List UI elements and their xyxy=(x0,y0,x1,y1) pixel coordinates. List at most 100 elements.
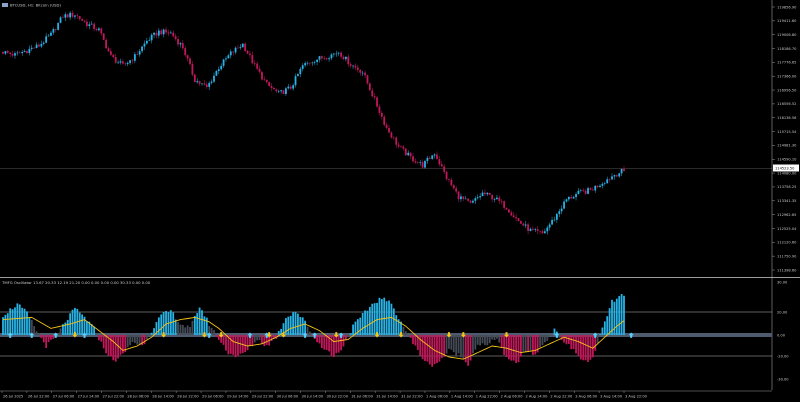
oscillator-bar xyxy=(62,324,64,335)
candle-body xyxy=(335,53,338,55)
candle-body xyxy=(328,58,330,60)
candle-body xyxy=(491,194,494,200)
oscillator-bar xyxy=(500,335,503,348)
candle-body xyxy=(467,198,470,201)
candle-body xyxy=(579,190,582,192)
price-panel[interactable]: BTCUSD, H1: Bitcoin (USD) xyxy=(0,3,772,235)
buy-arrow-icon xyxy=(206,332,212,338)
oscillator-bar xyxy=(426,335,429,362)
candle-body xyxy=(500,200,503,202)
buy-arrow-icon xyxy=(312,332,318,338)
candle-body xyxy=(347,56,350,65)
candle-body xyxy=(155,32,158,36)
candle-body xyxy=(611,176,613,180)
oscillator-bar xyxy=(474,335,477,350)
candle-body xyxy=(222,59,225,66)
candle-body xyxy=(215,70,218,76)
oscillator-bar xyxy=(563,335,565,343)
candle-body xyxy=(88,24,91,27)
oscillator-bar xyxy=(33,326,36,335)
candle-body xyxy=(138,51,141,55)
oscillator-bar xyxy=(469,335,472,361)
candle-body xyxy=(570,196,573,199)
sell-arrow-icon xyxy=(398,332,404,338)
oscillator-bar xyxy=(26,311,28,335)
oscillator-bar xyxy=(251,335,254,347)
oscillator-bar xyxy=(253,335,256,343)
candle-body xyxy=(124,63,127,65)
candle-body xyxy=(361,72,364,74)
oscillator-bar xyxy=(498,335,501,343)
oscillator-bar xyxy=(213,330,215,335)
oscillator-bar xyxy=(587,335,589,363)
candle-body xyxy=(160,30,163,35)
candle-body xyxy=(484,192,486,195)
candle-body xyxy=(198,81,201,84)
oscillator-bar xyxy=(174,319,177,335)
price-tick-label: 111750.90 xyxy=(777,254,797,258)
candle-body xyxy=(359,69,362,73)
oscillator-bar xyxy=(404,331,407,335)
candle-body xyxy=(184,48,187,56)
candle-body xyxy=(448,179,450,180)
candle-body xyxy=(392,137,395,139)
oscillator-bar xyxy=(457,335,460,354)
oscillator-bar xyxy=(452,335,455,353)
candle-body xyxy=(167,32,170,34)
oscillator-bar xyxy=(531,335,534,356)
candle-body xyxy=(409,152,412,157)
candle-body xyxy=(299,68,302,75)
candle-body xyxy=(551,219,553,225)
price-tick-label: 113758.25 xyxy=(777,185,796,189)
candle-body xyxy=(460,196,462,200)
candle-body xyxy=(376,97,378,107)
oscillator-bar xyxy=(117,335,119,359)
time-tick-label: 1 Aug 06:00 xyxy=(426,395,449,399)
candle-body xyxy=(210,81,213,83)
oscillator-bar xyxy=(143,335,146,345)
oscillator-bar xyxy=(361,313,364,335)
candle-body xyxy=(436,154,438,160)
candle-body xyxy=(297,74,299,77)
oscillator-bar xyxy=(503,335,506,355)
oscillator-bar xyxy=(289,315,292,335)
oscillator-bar xyxy=(368,306,371,335)
oscillator-bar xyxy=(582,335,585,361)
oscillator-bar xyxy=(371,303,374,335)
candle-body xyxy=(325,58,328,60)
oscillator-bar xyxy=(508,335,510,360)
candle-body xyxy=(412,156,414,162)
oscillator-bar xyxy=(309,331,311,335)
oscillator-panel[interactable]: TMFG Oscillator 13.67 20.33 12.19 21.20 … xyxy=(0,280,789,381)
candle-body xyxy=(488,192,491,195)
oscillator-bar xyxy=(95,334,98,335)
candle-body xyxy=(261,71,263,80)
price-tick-label: 117776.65 xyxy=(777,61,796,65)
candle-body xyxy=(169,32,172,34)
oscillator-bar xyxy=(529,335,532,351)
candle-body xyxy=(64,14,67,18)
candle-body xyxy=(400,146,402,148)
oscillator-bar xyxy=(596,335,599,344)
candle-body xyxy=(256,63,259,69)
oscillator-bar xyxy=(599,334,601,335)
time-axis[interactable]: 26 Jul 2025 26 Jul 22:00 27 Jul 06:00 27 Ju… xyxy=(0,390,772,399)
time-tick-label: 29 Jul 06:00 xyxy=(202,395,224,399)
sell-arrow-icon xyxy=(333,332,339,338)
price-axis[interactable]: 119856.90 119411.60 119006.80 118186.70 1177… xyxy=(771,0,799,390)
candle-body xyxy=(613,175,616,177)
oscillator-bar xyxy=(261,335,263,344)
oscillator-bar xyxy=(349,333,352,335)
oscillator-bar xyxy=(354,321,357,335)
candle-body xyxy=(424,160,426,168)
oscillator-bar xyxy=(539,335,541,348)
oscillator-bar xyxy=(47,335,50,343)
candle-body xyxy=(512,215,515,218)
oscillator-bar xyxy=(201,310,203,335)
candle-body xyxy=(450,179,453,186)
candle-body xyxy=(162,29,165,35)
candle-body xyxy=(620,168,623,174)
buy-arrow-icon xyxy=(338,332,344,338)
candle-body xyxy=(431,155,434,159)
